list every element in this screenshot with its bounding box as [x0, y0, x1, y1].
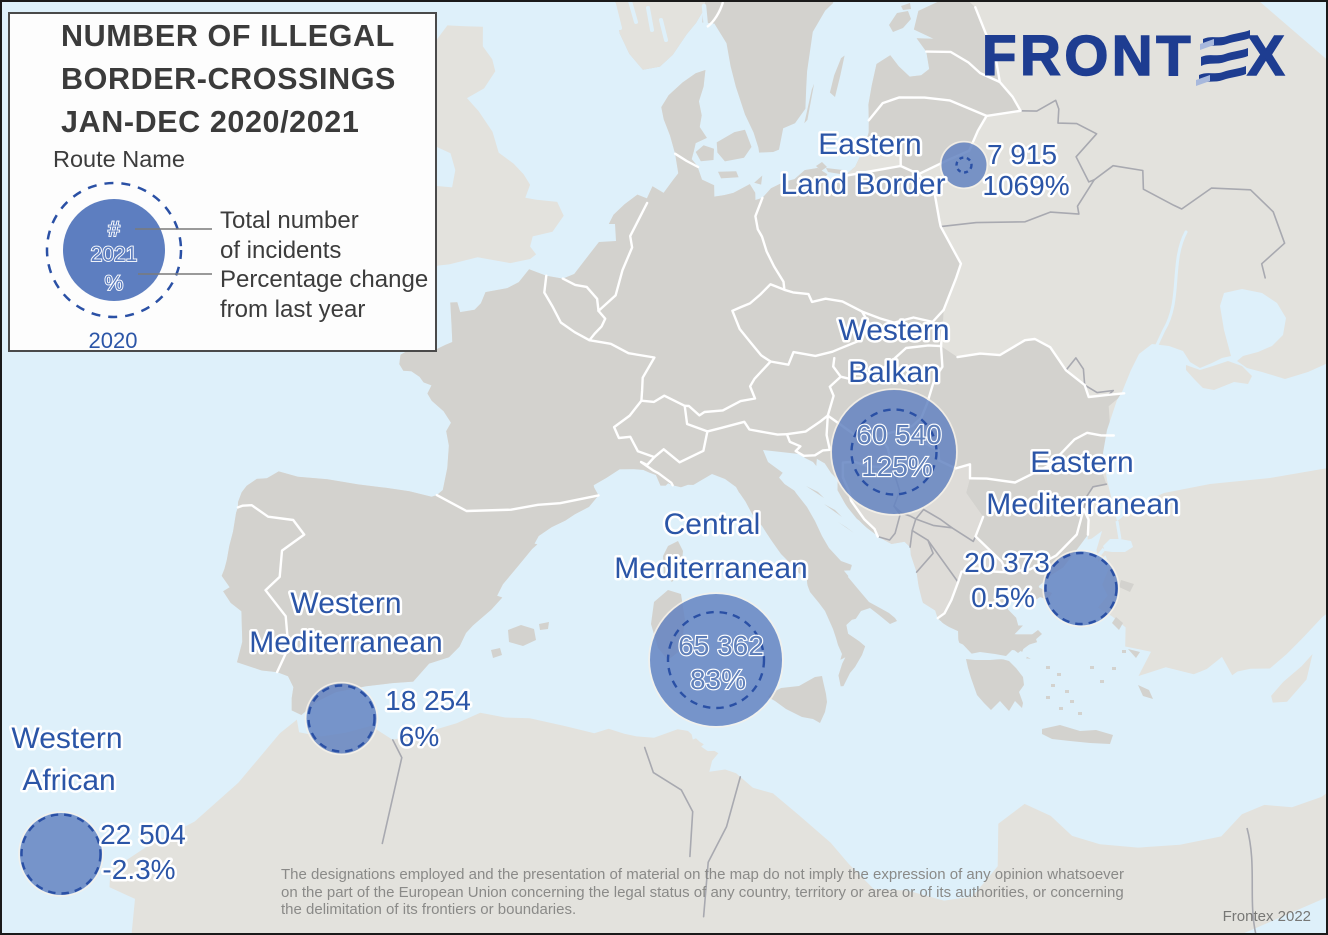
svg-text:7 915: 7 915 — [987, 139, 1057, 170]
svg-text:Eastern: Eastern — [818, 128, 921, 161]
svg-text:2021: 2021 — [91, 243, 138, 266]
svg-text:83%: 83% — [690, 664, 746, 695]
svg-text:Mediterranean: Mediterranean — [249, 626, 442, 659]
svg-text:African: African — [22, 764, 115, 797]
svg-text:2020: 2020 — [89, 328, 138, 348]
svg-text:Land Border: Land Border — [780, 168, 945, 201]
svg-text:FRONT: FRONT — [982, 24, 1194, 87]
svg-text:#: # — [108, 218, 120, 241]
svg-text:Western: Western — [11, 722, 122, 755]
svg-text:6%: 6% — [399, 721, 439, 752]
svg-text:Balkan: Balkan — [848, 356, 940, 389]
svg-text:Mediterranean: Mediterranean — [986, 488, 1179, 521]
svg-text:Central: Central — [664, 508, 761, 541]
svg-text:20 373: 20 373 — [964, 547, 1050, 578]
svg-text:22 504: 22 504 — [100, 819, 186, 850]
svg-text:Mediterranean: Mediterranean — [614, 552, 807, 585]
svg-text:18 254: 18 254 — [385, 685, 471, 716]
svg-text:1069%: 1069% — [982, 170, 1069, 201]
svg-text:65 362: 65 362 — [678, 630, 764, 661]
svg-text:-2.3%: -2.3% — [102, 854, 175, 885]
svg-text:0.5%: 0.5% — [971, 582, 1035, 613]
svg-text:Western: Western — [290, 587, 401, 620]
svg-text:125%: 125% — [861, 451, 933, 482]
svg-text:Eastern: Eastern — [1030, 446, 1133, 479]
svg-text:60 540: 60 540 — [856, 419, 942, 450]
svg-text:%: % — [105, 272, 124, 295]
svg-text:X: X — [1247, 24, 1285, 87]
svg-text:Western: Western — [838, 314, 949, 347]
